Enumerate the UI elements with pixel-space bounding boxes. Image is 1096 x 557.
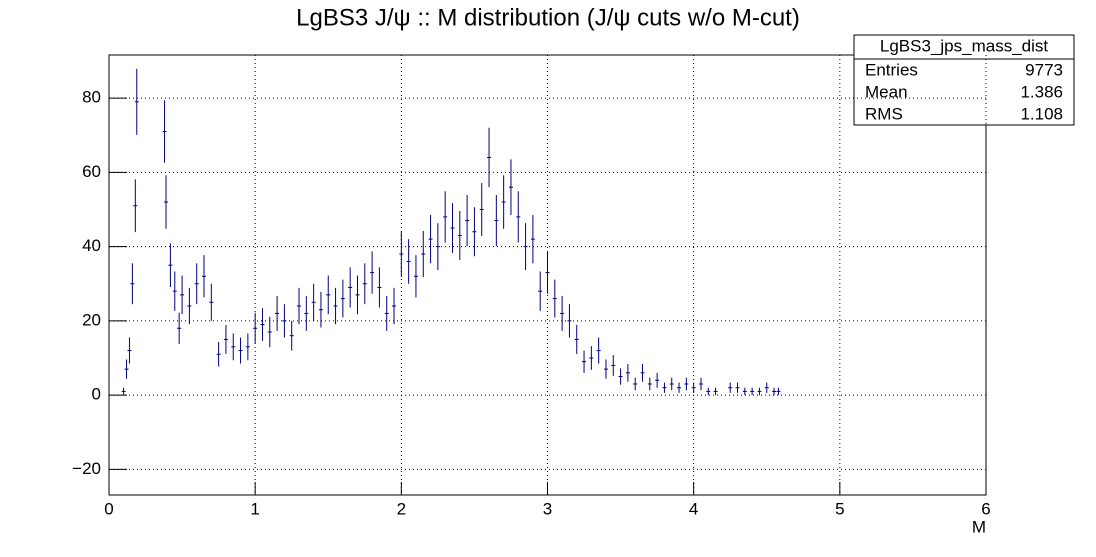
stats-title: LgBS3_jps_mass_dist <box>880 36 1048 55</box>
stats-box: LgBS3_jps_mass_dist <box>853 34 1075 126</box>
stats-label: Entries <box>865 60 918 79</box>
x-tick-label: 1 <box>250 499 259 518</box>
x-tick-label: 4 <box>689 499 698 518</box>
x-tick-label: 2 <box>397 499 406 518</box>
x-tick-label: 6 <box>981 499 990 518</box>
y-tick-label: 0 <box>92 385 101 404</box>
x-tick-label: 5 <box>835 499 844 518</box>
chart-title: LgBS3 J/ψ :: M distribution (J/ψ cuts w/… <box>296 4 800 31</box>
stats-value: 1.108 <box>1020 104 1063 123</box>
x-tick-label: 0 <box>104 499 113 518</box>
stats-label: RMS <box>865 104 903 123</box>
stats-label: Mean <box>865 82 908 101</box>
y-tick-label: 20 <box>82 310 101 329</box>
stats-frame <box>853 34 1075 126</box>
y-tick-label: 60 <box>82 162 101 181</box>
y-tick-label: 40 <box>82 236 101 255</box>
x-axis-label: M <box>972 517 986 536</box>
stats-value: 9773 <box>1025 60 1063 79</box>
x-tick-label: 3 <box>543 499 552 518</box>
stats-value: 1.386 <box>1020 82 1063 101</box>
y-tick-label: 80 <box>82 88 101 107</box>
y-tick-label: −20 <box>72 459 101 478</box>
